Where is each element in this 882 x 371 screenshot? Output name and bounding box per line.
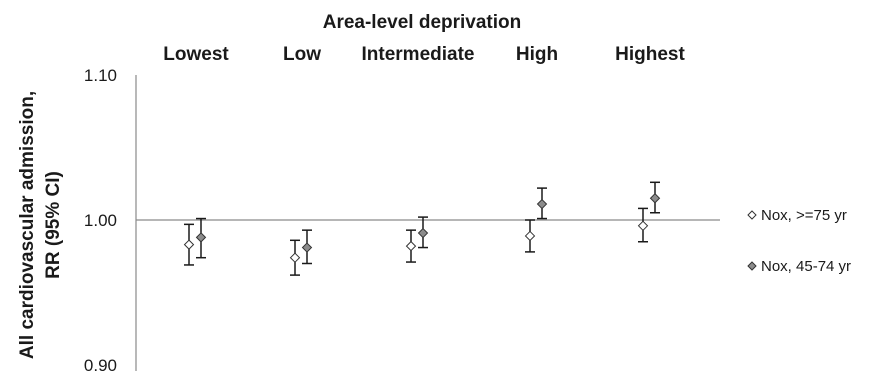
data-point xyxy=(301,242,313,253)
data-point xyxy=(649,193,661,204)
legend-marker xyxy=(747,261,757,271)
y-axis-label-line1: All cardiovascular admission, xyxy=(17,91,38,359)
legend-label: Nox, 45-74 yr xyxy=(761,258,851,275)
data-point xyxy=(195,232,207,243)
chart-title: Area-level deprivation xyxy=(323,12,522,33)
category-label: High xyxy=(516,44,558,65)
data-point xyxy=(417,227,429,239)
data-point xyxy=(405,240,417,252)
y-tick-labels: 0.90 1.00 1.10 xyxy=(84,66,117,371)
data-point xyxy=(536,198,548,210)
category-label: Low xyxy=(283,44,321,65)
category-label: Lowest xyxy=(163,44,229,65)
legend: Nox, >=75 yr Nox, 45-74 yr xyxy=(761,207,851,275)
y-axis-label-line2: RR (95% CI) xyxy=(43,171,64,279)
category-label: Intermediate xyxy=(362,44,475,65)
data-marks xyxy=(183,181,757,276)
data-point xyxy=(183,239,195,250)
y-axis-title: All cardiovascular admission, RR (95% CI… xyxy=(17,91,64,359)
y-tick-label: 0.90 xyxy=(84,356,117,371)
category-labels: Lowest Low Intermediate High Highest xyxy=(163,44,685,65)
data-point xyxy=(637,220,649,232)
legend-label: Nox, >=75 yr xyxy=(761,207,847,224)
y-tick-label: 1.00 xyxy=(84,211,117,230)
y-tick-label: 1.10 xyxy=(84,66,117,85)
category-label: Highest xyxy=(615,44,685,65)
data-point xyxy=(524,230,536,242)
data-point xyxy=(289,252,301,263)
legend-marker xyxy=(747,210,757,220)
